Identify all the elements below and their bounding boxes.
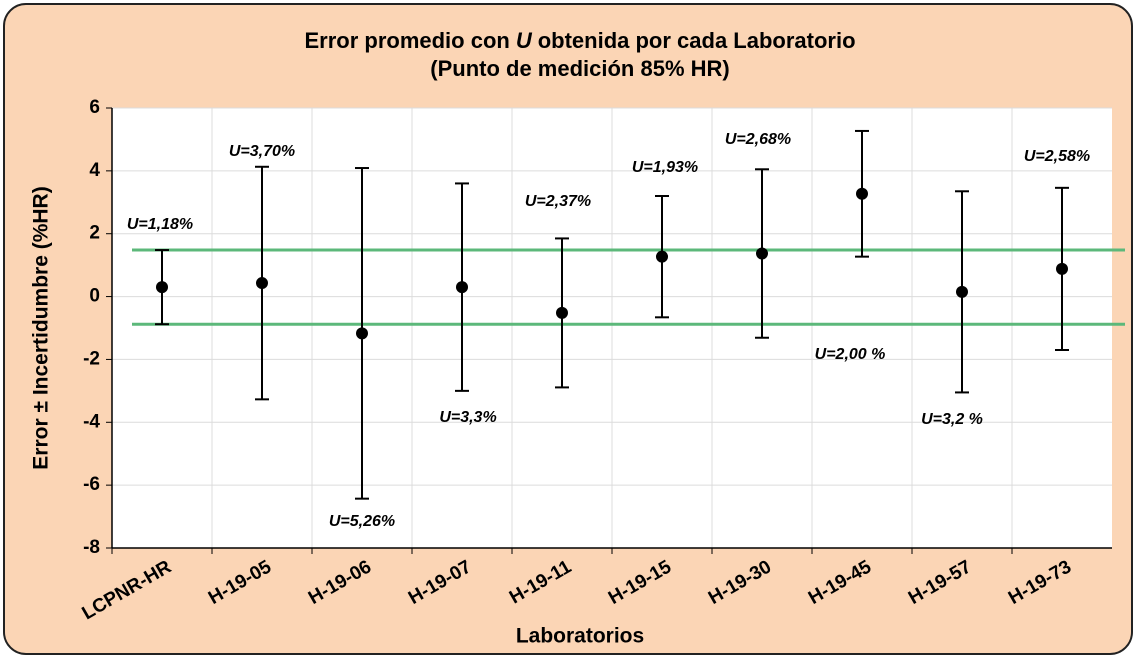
- data-point: [156, 281, 168, 294]
- y-tick-label: 0: [89, 286, 100, 307]
- error-label: U=5,26%: [329, 513, 395, 530]
- data-point: [956, 285, 968, 298]
- y-tick-label: -2: [83, 348, 100, 369]
- chart-subtitle: (Punto de medición 85% HR): [430, 56, 729, 81]
- error-label: U=3,2 %: [921, 411, 983, 428]
- data-point: [356, 327, 368, 340]
- data-point: [656, 250, 668, 263]
- y-tick-label: -6: [83, 474, 100, 495]
- data-point: [456, 281, 468, 294]
- error-label: U=1,93%: [632, 159, 698, 176]
- title-part: U: [516, 28, 533, 53]
- data-point: [856, 187, 868, 200]
- y-tick-label: 6: [89, 97, 100, 118]
- error-label: U=2,37%: [525, 193, 591, 210]
- error-label: U=2,00 %: [815, 346, 886, 363]
- data-point: [756, 247, 768, 260]
- data-point: [256, 277, 268, 290]
- x-axis-label: Laboratorios: [516, 625, 644, 648]
- title-part: Error promedio con: [304, 28, 509, 53]
- error-label: U=1,18%: [127, 216, 193, 233]
- error-label: U=3,70%: [229, 143, 295, 160]
- y-tick-label: 2: [89, 223, 100, 244]
- data-point: [556, 306, 568, 319]
- error-label: U=3,3%: [439, 409, 496, 426]
- error-label: U=2,68%: [725, 131, 791, 148]
- data-point: [1056, 262, 1068, 275]
- title-part: obtenida por cada Laboratorio: [538, 28, 856, 53]
- y-tick-label: -8: [83, 537, 100, 558]
- error-label: U=2,58%: [1024, 148, 1090, 165]
- y-tick-label: -4: [83, 411, 100, 432]
- y-tick-label: 4: [89, 160, 100, 181]
- y-axis-label: Error ± Incertidumbre (%HR): [30, 186, 53, 469]
